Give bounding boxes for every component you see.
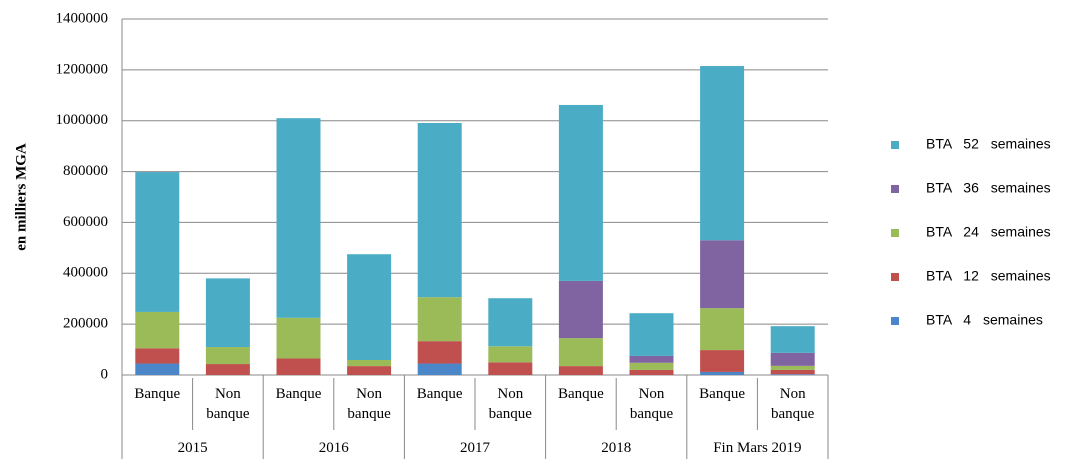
bar-segment [558, 338, 603, 367]
bar-segment [135, 348, 180, 364]
bar-segment [488, 362, 533, 375]
legend-label: BTA 4 semaines [926, 312, 1043, 328]
x-tick-label: Banque [275, 386, 322, 402]
bar-segment [205, 278, 250, 348]
x-tick-label: Non banque [347, 386, 391, 422]
legend-swatch [891, 317, 899, 325]
legend-label: BTA 12 semaines [926, 268, 1051, 284]
x-tick-label: Banque [134, 386, 181, 402]
x-tick-label: Banque [416, 386, 463, 402]
bar-segment [135, 363, 180, 375]
x-tick-label: Non banque [771, 386, 815, 422]
x-tick-label: Non banque [206, 386, 250, 422]
bar-segment [347, 366, 392, 375]
bar-segment [700, 240, 745, 309]
y-tick-label: 600000 [63, 214, 108, 230]
bar-segment [417, 123, 462, 298]
legend-swatch [891, 273, 899, 281]
legend-swatch [891, 141, 899, 149]
y-tick-label: 400000 [63, 265, 108, 281]
group-label: 2016 [318, 440, 349, 456]
legend-swatch [891, 185, 899, 193]
bar-segment [205, 347, 250, 365]
bar-segment [770, 369, 815, 375]
bar-segment [417, 297, 462, 342]
group-label: 2015 [177, 440, 208, 456]
y-tick-label: 200000 [63, 316, 108, 332]
bar-segment [629, 313, 674, 356]
x-tick-label: Non banque [629, 386, 674, 422]
bar-segment [276, 358, 321, 375]
legend-label: BTA 52 semaines [926, 136, 1051, 152]
x-tick-label: Banque [699, 386, 745, 402]
bar-segment [700, 371, 745, 375]
legend-label: BTA 24 semaines [926, 224, 1051, 240]
bar-segment [700, 350, 745, 372]
bar-segment [770, 326, 815, 353]
bar-segment [770, 352, 815, 366]
bar-segment [770, 365, 815, 370]
bar-segment [700, 308, 745, 351]
y-tick-label: 1200000 [56, 61, 109, 77]
x-tick-label: Banque [557, 386, 604, 402]
y-axis-label: en milliers MGA [13, 143, 29, 251]
y-tick-label: 0 [101, 366, 109, 382]
y-tick-label: 1400000 [56, 10, 109, 26]
y-tick-label: 1000000 [56, 112, 109, 128]
bar-segment [417, 341, 462, 364]
legend-swatch [891, 229, 899, 237]
bar-segment [558, 280, 603, 339]
group-label: 2018 [601, 440, 632, 456]
bar-segment [558, 104, 603, 281]
x-tick-label: Non banque [488, 386, 532, 422]
bar-segment [276, 317, 321, 359]
group-label: Fin Mars 2019 [713, 440, 802, 456]
bar-segment [347, 359, 392, 367]
bar-segment [488, 346, 533, 363]
bar-segment [135, 172, 180, 312]
legend-label: BTA 36 semaines [926, 180, 1051, 196]
bar-segment [417, 363, 462, 375]
bar-segment [629, 362, 674, 370]
bar-segment [700, 66, 745, 241]
bar-segment [629, 369, 674, 375]
bar-segment [347, 254, 392, 360]
bar-segment [135, 311, 180, 349]
group-label: 2017 [459, 440, 490, 456]
bar-segment [629, 355, 674, 363]
bar-segment [488, 298, 533, 347]
bar-segment [205, 364, 250, 375]
bar-segment [770, 374, 815, 375]
y-tick-label: 800000 [63, 163, 108, 179]
bar-segment [276, 118, 321, 318]
bar-segment [558, 366, 603, 375]
